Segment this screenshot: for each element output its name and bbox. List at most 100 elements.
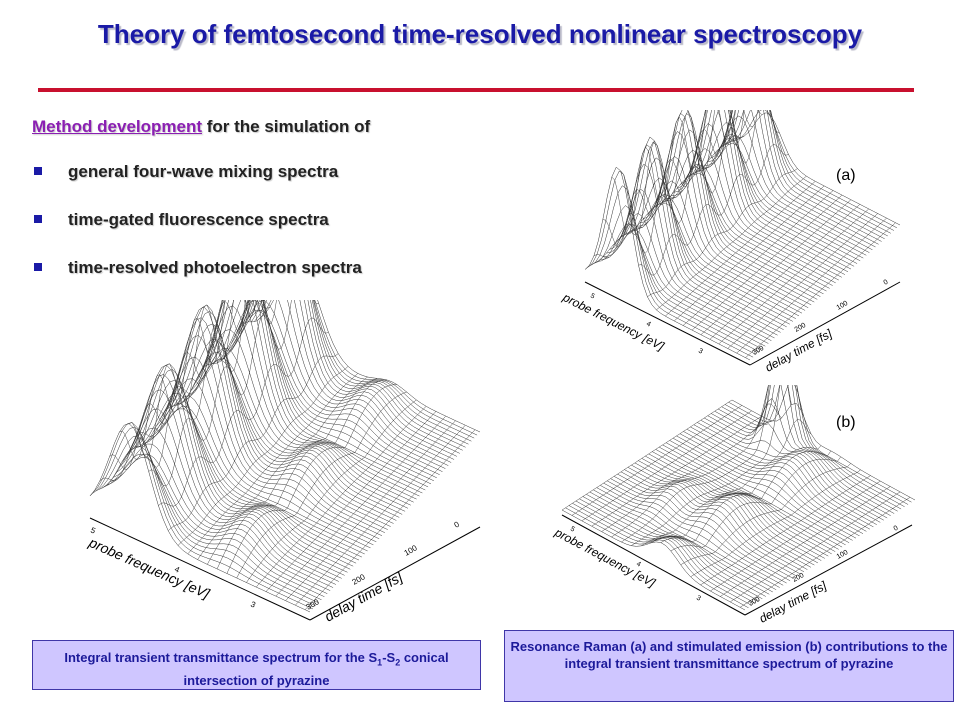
mesh-line — [304, 429, 476, 610]
mesh-line — [709, 204, 861, 340]
mesh-line — [707, 397, 891, 516]
mesh-line — [112, 443, 334, 588]
title-underline — [38, 88, 914, 92]
mesh-line — [210, 300, 432, 485]
mesh-line — [711, 385, 895, 514]
mesh-line — [611, 110, 762, 236]
mesh-line — [99, 300, 270, 482]
mesh-line — [720, 486, 891, 597]
mesh-line — [658, 129, 824, 295]
mesh-line — [265, 411, 437, 592]
mesh-line — [627, 467, 812, 568]
mesh-line — [655, 113, 821, 297]
intro-text: for the simulation of — [202, 117, 371, 136]
mesh-line — [679, 110, 846, 275]
mesh-line — [230, 300, 452, 463]
mesh-line — [295, 425, 466, 606]
mesh-line — [620, 110, 771, 236]
mesh-line — [728, 385, 912, 503]
list-item: time-resolved photoelectron spectra — [32, 258, 362, 306]
mesh-line — [92, 422, 314, 610]
surface-mesh — [584, 110, 901, 361]
x-tick-label: 5 — [89, 526, 97, 536]
mesh-line — [617, 473, 801, 575]
mesh-line — [586, 494, 770, 595]
mesh-line — [647, 168, 798, 297]
mesh-line — [248, 300, 469, 445]
axis-delay-time — [309, 526, 481, 621]
mesh-line — [593, 134, 745, 259]
mesh-line — [679, 433, 864, 534]
mesh-line — [591, 416, 762, 527]
mesh-line — [640, 419, 812, 547]
mesh-line — [697, 422, 881, 523]
mesh-line — [603, 482, 787, 584]
mesh-line — [132, 369, 354, 567]
mesh-line — [713, 110, 879, 245]
mesh-line — [173, 323, 394, 524]
mesh-line — [665, 181, 816, 317]
surface-plot-b: (b) 5 4 3 probe frequency [eV] 300 200 1… — [552, 385, 916, 626]
mesh-line — [662, 444, 846, 546]
mesh-line — [144, 408, 365, 555]
axis-probe-frequency — [561, 514, 746, 616]
mesh-line — [124, 374, 345, 576]
y-tick-label: 100 — [836, 300, 850, 312]
mesh-line — [650, 445, 822, 544]
mesh-line — [168, 353, 339, 531]
mesh-line — [581, 410, 752, 521]
mesh-line — [676, 435, 860, 537]
mesh-line — [680, 463, 851, 565]
bullet-square-icon — [34, 263, 42, 271]
axis-probe-frequency — [89, 517, 311, 621]
mesh-line — [572, 503, 756, 604]
mesh-line — [207, 378, 378, 565]
mesh-line — [222, 310, 443, 472]
panel-label: (b) — [836, 414, 856, 431]
mesh-line — [690, 426, 874, 528]
mesh-line — [717, 385, 902, 510]
mesh-line — [631, 385, 802, 546]
mesh-line — [187, 373, 358, 555]
page-title: Theory of femtosecond time-resolved nonl… — [97, 19, 863, 49]
mesh-line — [667, 172, 833, 286]
mesh-line — [561, 509, 746, 611]
mesh-line — [177, 366, 349, 546]
mesh-line — [645, 455, 829, 557]
mesh-line — [727, 213, 878, 349]
axis-delay-time — [744, 524, 913, 616]
mesh-line — [631, 464, 815, 566]
mesh-line — [700, 419, 884, 521]
mesh-line — [606, 212, 772, 341]
mesh-line — [698, 137, 864, 259]
mesh-line — [621, 141, 787, 328]
axis-delay-time — [749, 281, 901, 366]
mesh-line — [118, 408, 339, 582]
mesh-line — [716, 110, 882, 242]
mesh-line — [672, 437, 857, 539]
mesh-line — [219, 310, 440, 475]
bullet-square-icon — [34, 167, 42, 175]
mesh-line — [590, 185, 757, 355]
mesh-line — [682, 190, 834, 326]
mesh-line — [135, 380, 357, 564]
list-item: general four-wave mixing spectra — [32, 162, 362, 210]
mesh-line — [735, 112, 901, 226]
mesh-line — [167, 304, 388, 530]
y-tick-label: 300 — [752, 345, 766, 357]
mesh-line — [584, 166, 751, 361]
axis-probe-frequency — [584, 281, 751, 366]
mesh-line — [225, 300, 446, 469]
method-development-link[interactable]: Method development — [32, 117, 203, 136]
mesh-line — [107, 457, 328, 594]
mesh-line — [673, 148, 839, 281]
x-tick-label: 4 — [635, 561, 642, 569]
mesh-line — [722, 110, 888, 237]
mesh-line — [236, 300, 458, 457]
mesh-line — [596, 487, 780, 588]
mesh-line — [213, 300, 435, 482]
mesh-line — [664, 166, 830, 289]
mesh-line — [593, 489, 777, 591]
mesh-line — [594, 205, 760, 352]
mesh-line — [719, 110, 885, 240]
